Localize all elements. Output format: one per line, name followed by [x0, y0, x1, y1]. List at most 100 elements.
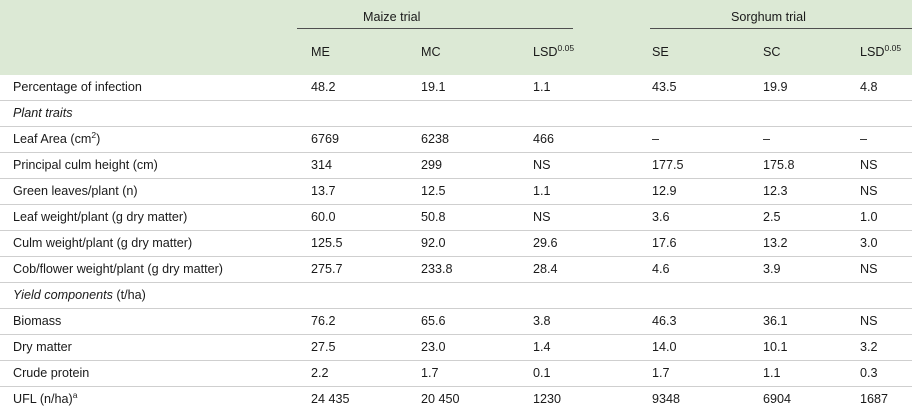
cell-lsd-sorghum: 0.3 [860, 366, 878, 380]
cell-lsd-sorghum: 3.0 [860, 236, 878, 250]
cell-mc: 50.8 [421, 210, 446, 224]
cell-lsd-sorghum: NS [860, 262, 878, 276]
cell-mc: 23.0 [421, 340, 446, 354]
row-label: Green leaves/plant (n) [13, 184, 138, 198]
cell-se: 9348 [652, 392, 681, 406]
cell-lsd-maize: 466 [533, 132, 555, 146]
cell-lsd-maize: 1.1 [533, 184, 551, 198]
cell-sc: 36.1 [763, 314, 788, 328]
row-label: Culm weight/plant (g dry matter) [13, 236, 193, 250]
cell-me: 275.7 [311, 262, 343, 276]
cell-me: 2.2 [311, 366, 329, 380]
row-label: Dry matter [13, 340, 72, 354]
column-header-sc: SC [763, 45, 781, 59]
cell-se: – [652, 132, 660, 146]
cell-lsd-sorghum: – [860, 132, 868, 146]
cell-sc: 19.9 [763, 80, 788, 94]
row-divider [0, 126, 912, 127]
row-divider [0, 334, 912, 335]
cell-mc: 19.1 [421, 80, 446, 94]
cell-lsd-maize: NS [533, 158, 551, 172]
column-header-lsd-maize: LSD0.05 [533, 43, 575, 59]
column-header-mc: MC [421, 45, 441, 59]
cell-mc: 92.0 [421, 236, 446, 250]
cell-lsd-sorghum: 3.2 [860, 340, 878, 354]
cell-mc: 1.7 [421, 366, 439, 380]
cell-lsd-maize: 1230 [533, 392, 562, 406]
cell-se: 4.6 [652, 262, 670, 276]
cell-mc: 12.5 [421, 184, 446, 198]
cell-me: 60.0 [311, 210, 336, 224]
row-divider [0, 100, 912, 101]
cell-se: 14.0 [652, 340, 677, 354]
cell-lsd-maize: 0.1 [533, 366, 551, 380]
row-label: Percentage of infection [13, 80, 142, 94]
cell-me: 314 [311, 158, 333, 172]
table-header: Maize trial Sorghum trial ME MC LSD0.05 … [0, 0, 912, 75]
cell-lsd-maize: 1.1 [533, 80, 551, 94]
column-header-lsd-sorghum: LSD0.05 [860, 43, 902, 59]
cell-lsd-sorghum: 1.0 [860, 210, 878, 224]
cell-me: 27.5 [311, 340, 336, 354]
row-label: Leaf weight/plant (g dry matter) [13, 210, 188, 224]
cell-sc: 3.9 [763, 262, 781, 276]
cell-se: 43.5 [652, 80, 677, 94]
cell-lsd-maize: NS [533, 210, 551, 224]
row-divider [0, 204, 912, 205]
row-divider [0, 360, 912, 361]
cell-sc: 13.2 [763, 236, 788, 250]
group-header-maize: Maize trial [363, 10, 421, 24]
cell-se: 177.5 [652, 158, 684, 172]
cell-se: 17.6 [652, 236, 677, 250]
group-rule-sorghum [650, 28, 912, 29]
cell-se: 1.7 [652, 366, 670, 380]
cell-sc: 10.1 [763, 340, 788, 354]
row-label: Principal culm height (cm) [13, 158, 158, 172]
cell-lsd-maize: 29.6 [533, 236, 558, 250]
row-label: Biomass [13, 314, 62, 328]
cell-mc: 299 [421, 158, 443, 172]
cell-me: 76.2 [311, 314, 336, 328]
cell-lsd-sorghum: NS [860, 314, 878, 328]
row-label: Crude protein [13, 366, 90, 380]
cell-sc: 6904 [763, 392, 792, 406]
cell-lsd-sorghum: 4.8 [860, 80, 878, 94]
cell-mc: 6238 [421, 132, 450, 146]
row-divider [0, 152, 912, 153]
cell-mc: 20 450 [421, 392, 460, 406]
cell-se: 3.6 [652, 210, 670, 224]
row-divider [0, 230, 912, 231]
group-header-sorghum: Sorghum trial [731, 10, 806, 24]
row-label: Cob/flower weight/plant (g dry matter) [13, 262, 223, 276]
section-label-yield-components: Yield components (t/ha) [13, 288, 146, 302]
row-divider [0, 256, 912, 257]
cell-lsd-maize: 28.4 [533, 262, 558, 276]
cell-me: 6769 [311, 132, 340, 146]
cell-me: 13.7 [311, 184, 336, 198]
cell-sc: 175.8 [763, 158, 795, 172]
row-divider [0, 282, 912, 283]
cell-mc: 233.8 [421, 262, 453, 276]
cell-lsd-maize: 1.4 [533, 340, 551, 354]
section-label-plant-traits: Plant traits [13, 106, 73, 120]
cell-sc: – [763, 132, 771, 146]
cell-sc: 1.1 [763, 366, 781, 380]
cell-mc: 65.6 [421, 314, 446, 328]
cell-me: 125.5 [311, 236, 343, 250]
row-label: UFL (n/ha)a [13, 390, 78, 406]
column-header-se: SE [652, 45, 669, 59]
row-divider [0, 178, 912, 179]
row-divider [0, 308, 912, 309]
cell-lsd-maize: 3.8 [533, 314, 551, 328]
cell-lsd-sorghum: NS [860, 184, 878, 198]
cell-me: 48.2 [311, 80, 336, 94]
cell-lsd-sorghum: NS [860, 158, 878, 172]
group-rule-maize [297, 28, 573, 29]
column-header-me: ME [311, 45, 330, 59]
row-label: Leaf Area (cm2) [13, 130, 101, 146]
cell-me: 24 435 [311, 392, 350, 406]
cell-sc: 12.3 [763, 184, 788, 198]
cell-se: 12.9 [652, 184, 677, 198]
row-divider [0, 386, 912, 387]
